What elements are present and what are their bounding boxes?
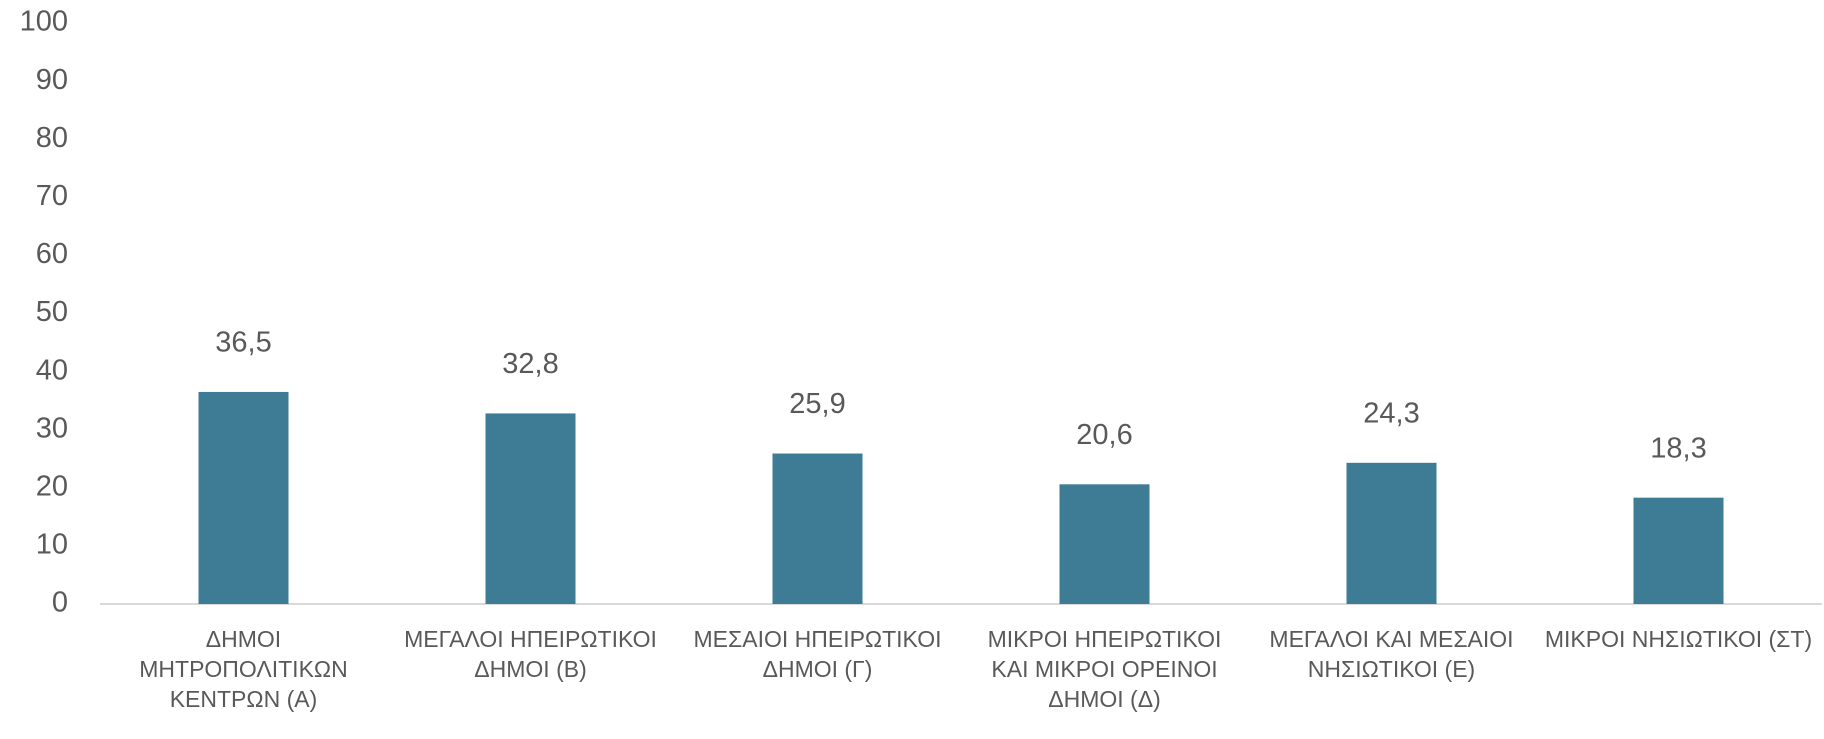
value-label: 32,8 — [502, 348, 558, 380]
y-tick-label: 10 — [36, 529, 68, 561]
y-tick-label: 60 — [36, 238, 68, 270]
value-label: 36,5 — [215, 327, 271, 359]
bar — [198, 391, 289, 604]
x-tick-label: ΜΕΓΑΛΟΙ ΗΠΕΙΡΩΤΙΚΟΙ ΔΗΜΟΙ (Β) — [404, 626, 657, 682]
value-label: 18,3 — [1650, 432, 1706, 464]
y-tick-label: 80 — [36, 122, 68, 154]
y-tick-label: 0 — [52, 587, 68, 619]
bar — [772, 453, 863, 604]
y-tick-label: 40 — [36, 354, 68, 386]
y-tick-label: 100 — [20, 6, 68, 38]
x-tick-label: ΜΙΚΡΟΙ ΗΠΕΙΡΩΤΙΚΟΙ ΚΑΙ ΜΙΚΡΟΙ ΟΡΕΙΝΟΙ ΔΗ… — [987, 626, 1222, 712]
bar — [1346, 462, 1437, 604]
x-tick-label: ΜΕΣΑΙΟΙ ΗΠΕΙΡΩΤΙΚΟΙ ΔΗΜΟΙ (Γ) — [693, 626, 942, 682]
y-tick-label: 90 — [36, 64, 68, 96]
bar — [485, 413, 576, 604]
y-tick-label: 20 — [36, 470, 68, 502]
value-label: 20,6 — [1076, 419, 1132, 451]
value-label: 25,9 — [789, 388, 845, 420]
x-tick-label: ΜΙΚΡΟΙ ΝΗΣΙΩΤΙΚΟΙ (ΣΤ) — [1544, 626, 1813, 652]
y-tick-label: 70 — [36, 180, 68, 212]
value-label: 24,3 — [1363, 397, 1419, 429]
bar — [1633, 497, 1724, 604]
y-tick-label: 50 — [36, 296, 68, 328]
x-tick-label: ΜΕΓΑΛΟΙ ΚΑΙ ΜΕΣΑΙΟΙ ΝΗΣΙΩΤΙΚΟΙ (Ε) — [1269, 626, 1514, 682]
y-tick-label: 30 — [36, 412, 68, 444]
x-tick-label: ΔΗΜΟΙ ΜΗΤΡΟΠΟΛΙΤΙΚΩΝ ΚΕΝΤΡΩΝ (Α) — [139, 626, 348, 712]
bar — [1059, 484, 1150, 604]
